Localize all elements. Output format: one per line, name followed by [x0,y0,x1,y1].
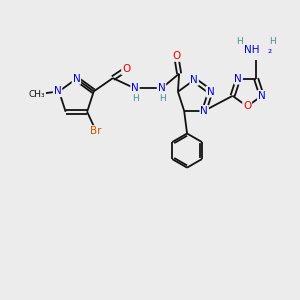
Text: H: H [269,37,276,46]
Text: N: N [158,83,165,93]
Text: Br: Br [90,126,102,136]
Text: N: N [131,83,139,93]
Text: O: O [243,101,251,111]
Text: O: O [122,64,130,74]
Text: N: N [258,91,266,101]
Text: N: N [200,106,208,116]
Text: H: H [237,37,243,46]
Text: H: H [132,94,139,103]
Text: N: N [190,75,198,85]
Text: NH: NH [244,45,260,55]
Text: CH₃: CH₃ [28,90,45,99]
Text: N: N [206,87,214,97]
Text: H: H [159,94,165,103]
Text: N: N [234,74,242,84]
Text: ₂: ₂ [267,45,272,55]
Text: N: N [73,74,80,84]
Text: N: N [54,86,61,96]
Text: O: O [172,51,180,61]
